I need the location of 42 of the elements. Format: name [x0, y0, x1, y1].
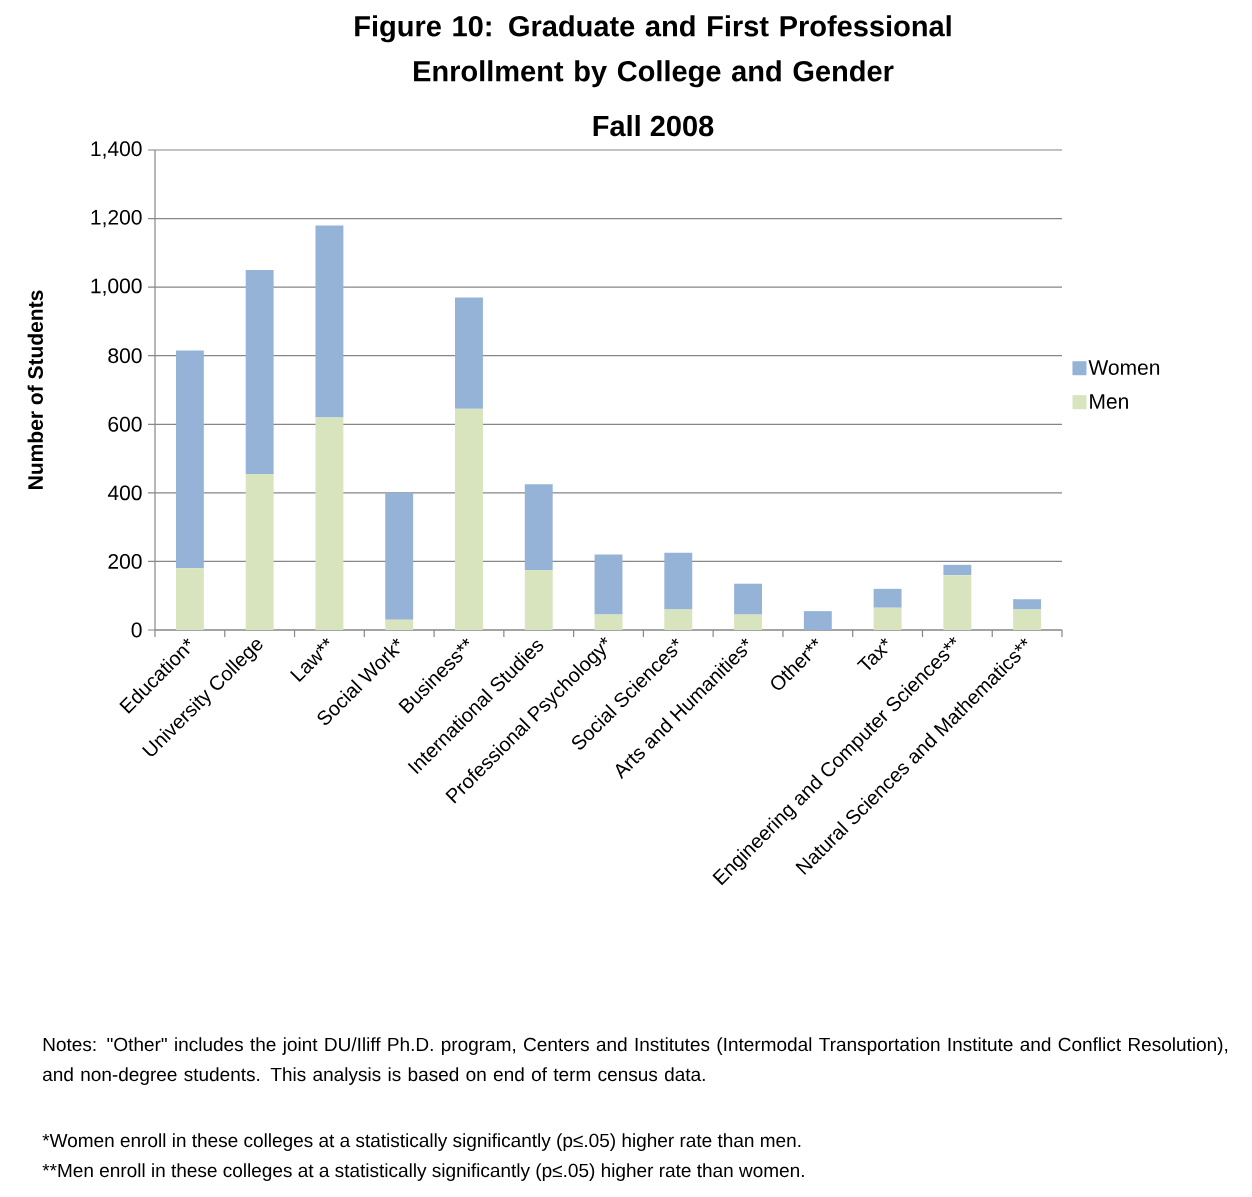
bar — [873, 607, 902, 630]
bar — [594, 554, 623, 615]
bar — [455, 297, 483, 409]
bar — [455, 408, 483, 630]
x-tick-label: Tax* — [856, 638, 889, 671]
bar — [734, 583, 762, 615]
legend-label: Men — [1090, 394, 1128, 409]
text: Notes: "Other" includes the joint DU/Iliff Ph.D. program, Centers and Institutes (Intermodal Transportation Institute and Conflict Resolution), and non-degree students. This analysis is based on end of term census data. — [43, 1037, 1228, 1085]
chart-title: Figure 10: Graduate and First Professional Enrollment by College and Gender — [355, 15, 951, 88]
legend-label: Women — [1088, 360, 1160, 375]
y-axis-title: Number of Students — [27, 290, 43, 489]
y-tick-label: 600 — [108, 416, 142, 432]
y-tick-label: 1,400 — [91, 141, 142, 159]
y-tick-label: 800 — [108, 348, 142, 364]
bar — [594, 614, 623, 630]
text: **Men enroll in these colleges at a statistically significantly (p≤.05) higher rate than women. — [42, 1163, 804, 1181]
bar — [315, 417, 344, 630]
bar — [664, 609, 693, 630]
y-tick-label: 1,000 — [91, 278, 142, 296]
bar — [943, 575, 972, 630]
bar — [873, 588, 902, 608]
bar — [1013, 599, 1042, 610]
text: *Women enroll in these colleges at a statistically significantly (p≤.05) higher rate than men. — [42, 1133, 801, 1151]
y-tick-label: 1,200 — [91, 209, 142, 228]
bar — [1013, 609, 1042, 630]
bar — [524, 570, 553, 630]
y-tick-label: 0 — [131, 622, 142, 638]
bar — [734, 614, 762, 630]
bar — [385, 492, 414, 620]
bar — [175, 350, 204, 569]
bar — [385, 619, 414, 630]
bar — [245, 269, 274, 474]
bar — [664, 552, 693, 610]
bar — [943, 564, 972, 576]
chart-subtitle: Fall 2008 — [593, 114, 714, 137]
y-tick-label: 400 — [107, 485, 142, 501]
bar — [175, 568, 204, 630]
y-tick-label: 200 — [108, 553, 142, 569]
bar — [524, 484, 553, 570]
bar — [315, 225, 344, 418]
bar — [803, 611, 832, 630]
bar — [245, 474, 274, 630]
